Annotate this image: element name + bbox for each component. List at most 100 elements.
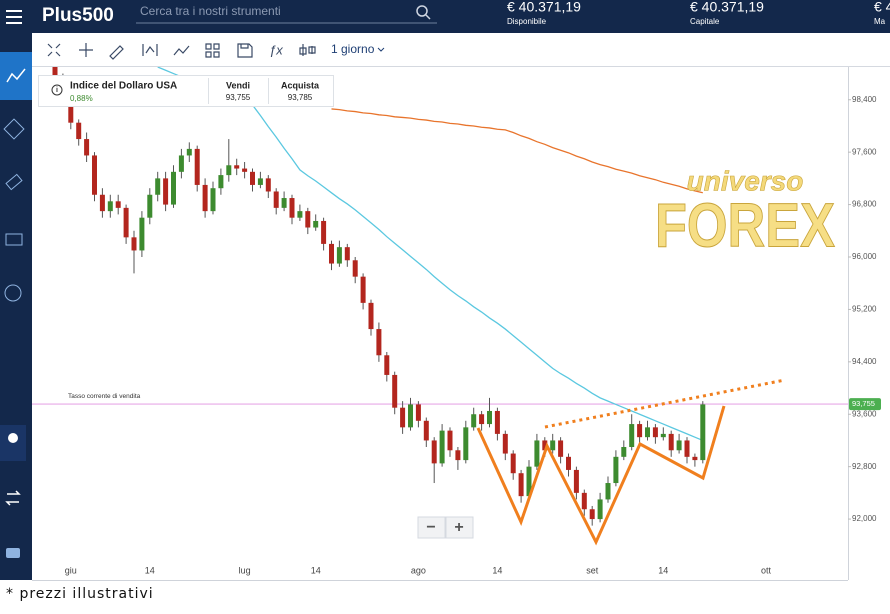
funds-icon[interactable] [4, 284, 22, 302]
briefcase-icon[interactable] [5, 233, 23, 246]
candle-body [250, 171, 255, 185]
trade-icon[interactable] [3, 118, 25, 140]
candle-body [352, 260, 358, 277]
instrument-name: Indice del Dollaro USA [70, 81, 177, 92]
moving-average [331, 108, 703, 194]
candle-body [423, 420, 429, 441]
layout-tool[interactable] [205, 43, 220, 58]
trend-tool[interactable] [173, 45, 190, 56]
candle-body [202, 184, 208, 212]
candle-body [273, 191, 279, 208]
sidebar-active[interactable] [0, 52, 32, 100]
search-placeholder: Cerca tra i nostri strumenti [140, 4, 281, 18]
candle-body [344, 247, 350, 261]
candle-body [645, 427, 650, 438]
candle-body [155, 178, 161, 195]
candle-body [629, 424, 635, 447]
candle-body [186, 148, 192, 156]
logo[interactable]: Plus500 [42, 5, 114, 26]
y-tick-label: 96,000 [852, 252, 877, 261]
candle-body [621, 447, 627, 457]
candle-body [605, 483, 611, 500]
candle-body [613, 456, 619, 484]
pattern-drawing [476, 405, 726, 546]
candle-body [510, 453, 516, 474]
candle-body [415, 404, 421, 421]
zoom-in-button[interactable] [445, 516, 474, 539]
candle-body [297, 211, 303, 218]
y-tick-label: 96,800 [852, 200, 877, 209]
candle-body [668, 433, 674, 451]
candle-body [76, 122, 82, 140]
swap-icon[interactable] [5, 490, 21, 506]
current-price-label: 93,755 [852, 399, 875, 408]
info-icon-glyph: i [56, 87, 58, 94]
x-tick-label: ago [411, 565, 426, 575]
candle-body [281, 198, 287, 208]
candle-body [139, 217, 145, 251]
candle-body [115, 201, 121, 208]
candle-body [700, 404, 706, 461]
candle-body [171, 171, 176, 205]
candle-body [313, 220, 319, 228]
save-tool[interactable] [237, 43, 253, 58]
candle-body [321, 220, 327, 244]
candle-body [226, 165, 232, 176]
candle-body [431, 440, 437, 464]
candle-body [542, 440, 548, 451]
x-tick-label: lug [239, 565, 251, 575]
candle-body [92, 155, 97, 195]
candle-body [68, 99, 74, 123]
candle-body [581, 492, 587, 510]
candle-body [52, 67, 58, 77]
crosshair-tool[interactable] [79, 43, 93, 57]
search-icon[interactable] [416, 5, 431, 20]
candle-body [257, 178, 263, 185]
candle-body [518, 473, 524, 497]
function-tool[interactable]: ƒx [269, 42, 283, 57]
candle-body [684, 440, 690, 457]
draw-tool[interactable] [109, 45, 124, 60]
fullscreen-tool[interactable] [47, 43, 61, 57]
indicator-tool[interactable] [142, 44, 158, 56]
candle-body [392, 374, 398, 408]
candle-body [131, 237, 137, 251]
menu-button[interactable] [6, 10, 22, 24]
available-amount: € 40.371,19 [507, 0, 581, 15]
chart-type-tool[interactable] [299, 44, 316, 56]
caption: * prezzi illustrativi [6, 586, 154, 602]
candle-body [329, 243, 334, 264]
candle-body [652, 427, 658, 438]
buy-price: 93,785 [288, 93, 313, 102]
x-tick-label: giu [65, 565, 77, 575]
candle-body [479, 414, 485, 425]
candle-body [408, 404, 413, 428]
chat-icon[interactable] [6, 548, 20, 558]
search-box[interactable] [136, 2, 437, 23]
y-tick-label: 98,400 [852, 95, 877, 104]
chart-icon[interactable] [6, 68, 26, 83]
candle-body [692, 456, 698, 461]
candle-body [550, 440, 556, 451]
candle-body [163, 178, 169, 205]
interval-caret[interactable] [377, 47, 385, 52]
zoom-in-label[interactable]: + [454, 519, 463, 536]
tag-icon[interactable] [5, 173, 23, 191]
candle-body [566, 456, 571, 470]
candle-body [573, 469, 579, 493]
zoom-out-label[interactable]: − [426, 519, 435, 536]
capital-amount: € 40.371,19 [690, 0, 764, 15]
candle-body [84, 139, 90, 156]
instrument-change: 0,88% [70, 94, 93, 103]
capital-label: Capitale [690, 17, 720, 26]
zoom-out-button[interactable] [417, 516, 446, 539]
interval-select[interactable]: 1 giorno [331, 42, 375, 56]
x-tick-label: 14 [311, 565, 321, 575]
theme-icon[interactable] [8, 433, 18, 443]
candle-body [107, 201, 113, 212]
sell-label: Vendi [226, 80, 250, 90]
y-tick-label: 92,800 [852, 462, 877, 471]
info-icon[interactable] [51, 84, 63, 96]
candle-body [336, 247, 342, 264]
y-tick-label: 95,200 [852, 305, 877, 314]
